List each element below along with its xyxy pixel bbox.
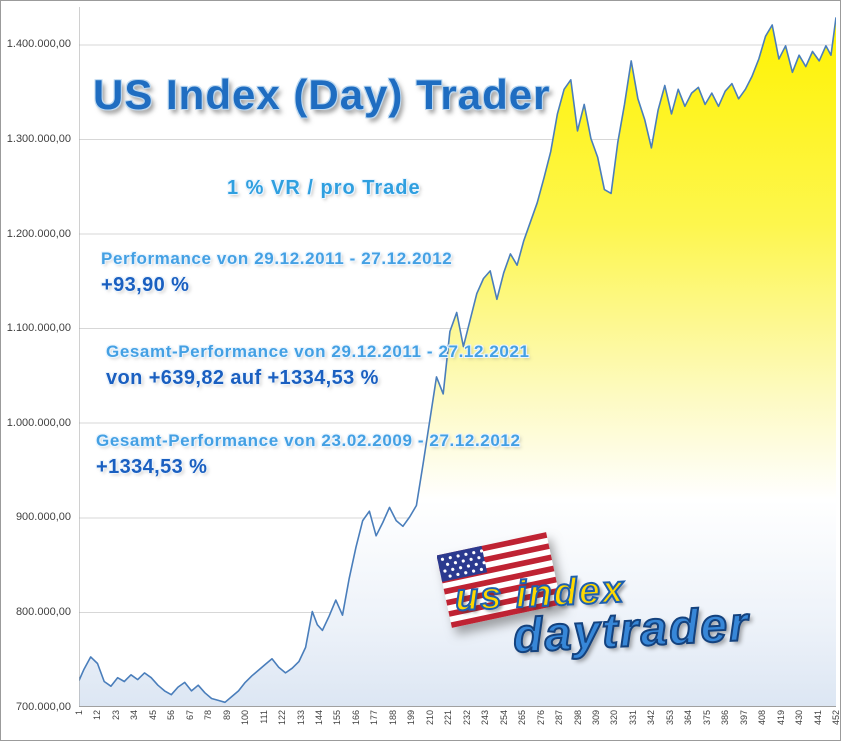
x-axis-label: 23	[110, 710, 121, 721]
risk-per-trade-label: 1 % VR / pro Trade	[227, 177, 421, 199]
performance-period-value: +93,90 %	[101, 274, 190, 296]
x-axis-label: 243	[480, 710, 491, 726]
x-axis-label: 78	[203, 710, 214, 721]
x-axis-label: 265	[517, 710, 528, 726]
x-axis-label: 221	[443, 710, 454, 726]
chart-title: US Index (Day) Trader	[93, 71, 551, 118]
x-axis-label: 441	[812, 710, 823, 726]
x-axis-label: 419	[775, 710, 786, 726]
x-axis-label: 287	[554, 710, 565, 726]
x-axis-label: 199	[406, 710, 417, 726]
x-axis-label: 342	[646, 710, 657, 726]
x-axis-label: 144	[314, 710, 325, 726]
x-axis-label: 67	[184, 710, 195, 721]
x-axis-label: 133	[295, 710, 306, 726]
equity-curve-line	[78, 17, 837, 704]
x-axis-label: 232	[461, 710, 472, 726]
x-axis-label: 188	[387, 710, 398, 726]
x-axis-label: 45	[147, 710, 158, 721]
x-axis-label: 89	[221, 710, 232, 721]
x-axis-label: 34	[129, 710, 140, 721]
y-axis: 700.000,00 800.000,00 900.000,00 1.000.000,…	[1, 1, 75, 740]
total-performance-2009-label: Gesamt-Performance von 23.02.2009 - 27.1…	[96, 431, 521, 450]
x-axis-label: 100	[240, 710, 251, 726]
y-axis-label: 700.000,00	[15, 700, 71, 713]
x-axis-label: 430	[794, 710, 805, 726]
x-axis-label: 452	[831, 710, 841, 726]
logo-text-daytrader: daytrader	[511, 597, 752, 664]
x-axis-label: 111	[258, 710, 269, 724]
x-axis-label: 364	[683, 710, 694, 726]
x-axis-label: 177	[369, 710, 380, 726]
y-axis-label: 1.100.000,00	[6, 322, 71, 335]
y-axis-label: 1.200.000,00	[6, 227, 71, 240]
x-axis-label: 397	[738, 710, 749, 726]
x-axis-label: 56	[166, 710, 177, 721]
x-axis-label: 210	[424, 710, 435, 726]
y-axis-label: 1.400.000,00	[6, 38, 71, 51]
x-axis-label: 309	[590, 710, 601, 726]
total-performance-2009-value: +1334,53 %	[96, 456, 208, 478]
x-axis-label: 12	[92, 710, 103, 721]
x-axis-label: 353	[664, 710, 675, 726]
x-axis-label: 408	[757, 710, 768, 726]
x-axis-label: 298	[572, 710, 583, 726]
x-axis-label: 276	[535, 710, 546, 726]
y-axis-label: 900.000,00	[15, 511, 71, 524]
brand-logo: us index daytrader	[437, 529, 777, 679]
x-axis-label: 386	[720, 710, 731, 726]
total-performance-decade-label: Gesamt-Performance von 29.12.2011 - 27.1…	[106, 342, 530, 361]
x-axis-label: 331	[627, 710, 638, 726]
x-axis-label: 320	[609, 710, 620, 726]
x-axis-label: 375	[701, 710, 712, 726]
x-axis-label: 166	[350, 710, 361, 726]
x-axis-label: 155	[332, 710, 343, 726]
x-axis-label: 1	[74, 710, 84, 716]
total-performance-decade-value: von +639,82 auf +1334,53 %	[106, 367, 379, 389]
equity-curve-area	[79, 17, 836, 707]
y-axis-label: 1.000.000,00	[6, 416, 71, 429]
x-axis-label: 122	[277, 710, 288, 726]
y-axis-label: 1.300.000,00	[6, 132, 71, 145]
plot-area	[78, 7, 837, 707]
us-flag-icon	[437, 532, 562, 628]
performance-period-label: Performance von 29.12.2011 - 27.12.2012	[101, 249, 453, 268]
y-axis-label: 800.000,00	[15, 605, 71, 618]
x-axis-label: 254	[498, 710, 509, 726]
performance-area-chart	[78, 7, 837, 707]
